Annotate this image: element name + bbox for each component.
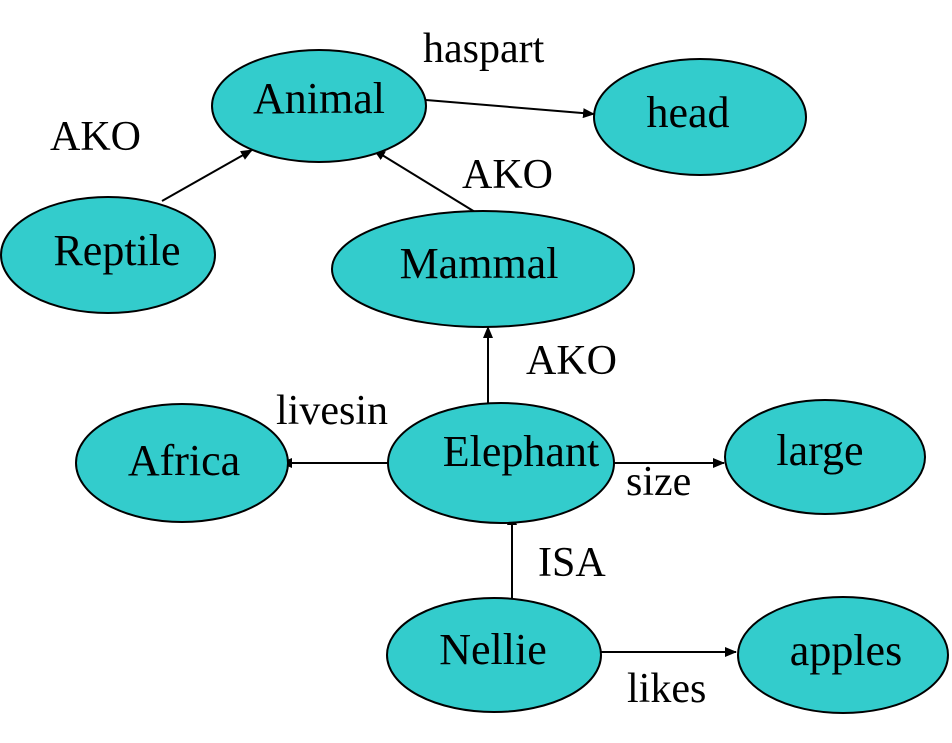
node-large: large: [724, 399, 926, 515]
node-nellie: Nellie: [386, 597, 602, 713]
node-large-label: large: [776, 426, 863, 475]
edge-label-livesin: livesin: [276, 388, 388, 434]
node-reptile: Reptile: [0, 196, 216, 314]
node-animal-label: Animal: [253, 74, 385, 123]
node-elephant-label: Elephant: [443, 427, 599, 476]
node-mammal-label: Mammal: [400, 239, 559, 288]
edge-reptile-ako-animal: [161, 149, 253, 202]
edge-label-size: size: [626, 459, 691, 505]
edge-label-haspart: haspart: [423, 26, 545, 72]
node-reptile-label: Reptile: [53, 226, 180, 275]
edge-animal-haspart-head: [425, 99, 595, 119]
node-elephant: Elephant: [387, 402, 615, 524]
node-africa: Africa: [75, 403, 289, 523]
node-head-label: head: [646, 88, 729, 137]
node-head: head: [593, 58, 807, 176]
node-mammal: Mammal: [331, 210, 635, 328]
node-apples: apples: [737, 596, 949, 714]
edge-label-elephant-ako: AKO: [526, 338, 617, 384]
edge-label-mammal-ako: AKO: [462, 152, 553, 198]
node-apples-label: apples: [790, 626, 902, 675]
edge-label-likes: likes: [627, 666, 706, 712]
node-animal: Animal: [211, 49, 427, 163]
edge-mammal-ako-animal: [373, 149, 476, 213]
edge-label-isa: ISA: [538, 540, 606, 586]
node-nellie-label: Nellie: [439, 625, 547, 674]
edge-label-reptile-ako: AKO: [50, 114, 141, 160]
node-africa-label: Africa: [128, 436, 240, 485]
